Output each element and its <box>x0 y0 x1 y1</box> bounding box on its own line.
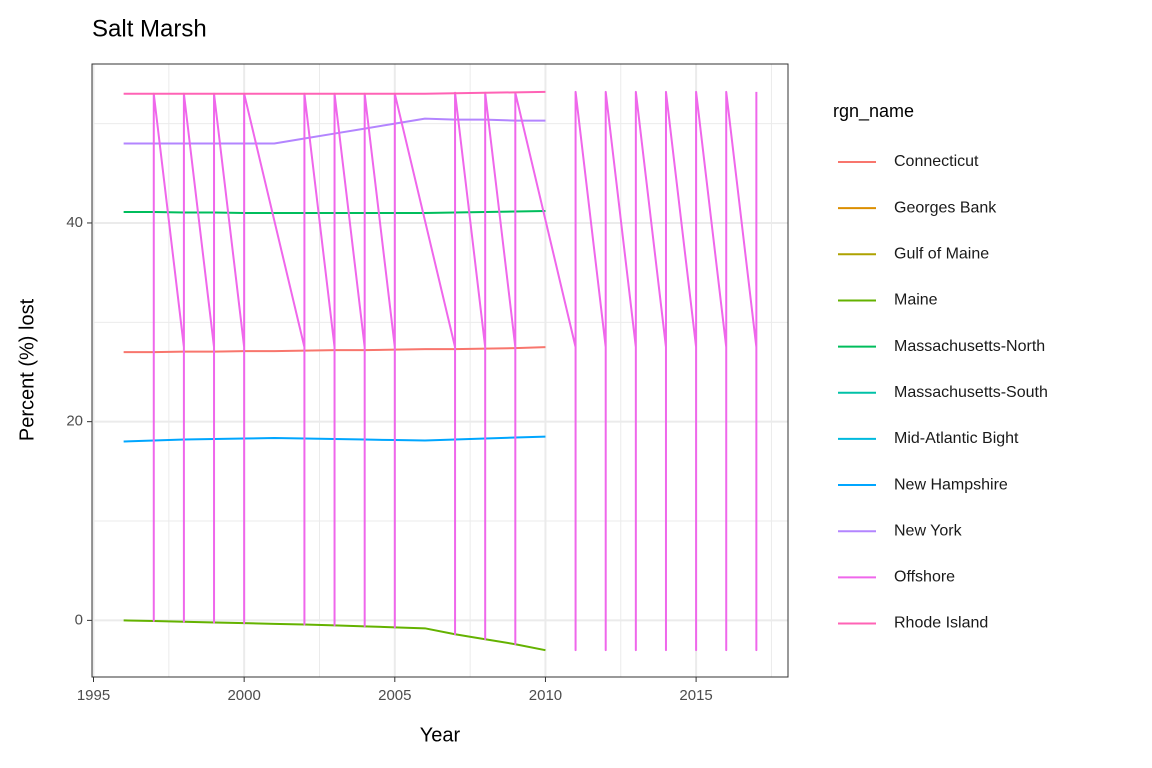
plot-background <box>92 64 788 677</box>
series-line <box>152 90 758 652</box>
series-line <box>123 90 546 95</box>
legend-title: rgn_name <box>833 101 914 122</box>
plot-border <box>91 63 789 678</box>
x-tick-label: 1995 <box>77 687 110 704</box>
legend-label: Georges Bank <box>894 199 997 216</box>
legend-label: Massachusetts-North <box>894 338 1045 355</box>
legend-label: New Hampshire <box>894 476 1008 493</box>
legend-label: Mid-Atlantic Bight <box>894 430 1019 447</box>
y-tick-label: 0 <box>75 611 83 628</box>
x-tick-label: 2000 <box>227 687 260 704</box>
legend-label: New York <box>894 522 963 539</box>
legend-label: Connecticut <box>894 153 979 170</box>
x-tick-label: 2010 <box>529 687 562 704</box>
legend-label: Gulf of Maine <box>894 246 989 263</box>
y-tick-label: 40 <box>66 214 83 231</box>
x-axis-title: Year <box>420 724 461 746</box>
legend-label: Offshore <box>894 569 955 586</box>
legend-label: Massachusetts-South <box>894 384 1048 401</box>
legend-label: Rhode Island <box>894 615 988 632</box>
chart-title: Salt Marsh <box>92 15 207 42</box>
x-tick-label: 2005 <box>378 687 411 704</box>
y-axis-title: Percent (%) lost <box>16 298 38 441</box>
y-tick-label: 20 <box>66 413 83 430</box>
legend-label: Maine <box>894 292 938 309</box>
x-tick-label: 2015 <box>679 687 712 704</box>
